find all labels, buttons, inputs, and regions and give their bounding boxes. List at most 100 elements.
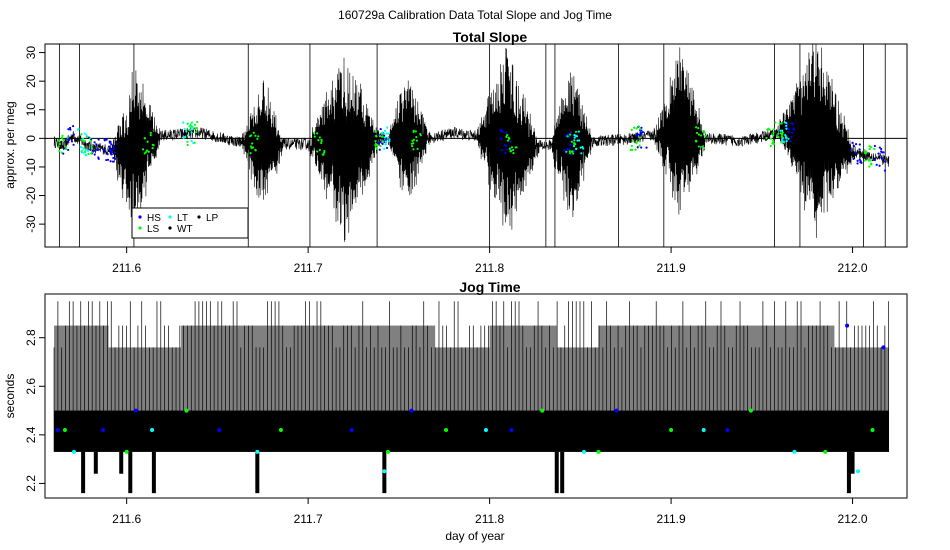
total-slope-point-ls <box>256 137 259 140</box>
total-slope-point-lt <box>82 138 85 141</box>
total-slope-point-ls <box>58 142 61 146</box>
total-slope-point-ls <box>569 133 572 136</box>
total-slope-point-cluster-ls <box>765 121 777 148</box>
total-slope-point-lt <box>84 149 87 152</box>
total-slope-point-hs <box>880 156 883 159</box>
total-slope-point-ls <box>250 146 253 149</box>
jog-time-point-ls <box>62 428 67 432</box>
total-slope-point-hs <box>93 141 96 144</box>
legend-label-lp: LP <box>206 213 219 224</box>
total-slope-point-ls <box>320 141 323 145</box>
total-slope-point-ls <box>635 127 638 130</box>
total-slope-y-tick-label: -30 <box>24 215 38 233</box>
total-slope-point-ls <box>80 133 83 136</box>
total-slope-point-hs <box>792 127 795 130</box>
jog-time-x-tick-label: 212.0 <box>838 512 868 526</box>
total-slope-point-hs <box>115 142 118 145</box>
total-slope-point-ls <box>508 137 511 140</box>
total-slope-point-ls <box>509 150 512 153</box>
total-slope-point-hs <box>72 143 75 146</box>
total-slope-point-hs <box>69 128 72 131</box>
total-slope-point-ls <box>565 150 568 153</box>
total-slope-point-ls <box>630 144 633 147</box>
total-slope-point-hs <box>103 138 106 141</box>
total-slope-point-cluster-hs <box>783 122 795 143</box>
total-slope-point-ls <box>637 125 641 128</box>
total-slope-point-lt <box>80 146 83 149</box>
jog-time-x-tick-label: 211.8 <box>475 512 504 526</box>
jog-time-point-ls <box>184 408 189 413</box>
total-slope-point-lt <box>82 148 85 151</box>
total-slope-y-tick-label: -20 <box>24 187 38 205</box>
total-slope-point-ls <box>143 137 147 140</box>
jog-time-y-label: seconds <box>3 374 17 419</box>
total-slope-y-tick-label: 30 <box>24 46 38 60</box>
jog-time-x-label: day of year <box>445 529 504 543</box>
total-slope-point-lt <box>190 139 193 143</box>
total-slope-point-lt <box>76 128 80 131</box>
legend-box <box>131 207 249 239</box>
total-slope-point-lt <box>385 132 389 135</box>
total-slope-point-lt <box>785 127 788 130</box>
total-slope-point-hs <box>878 146 881 149</box>
jog-time-x-tick-label: 211.7 <box>294 512 323 526</box>
total-slope-point-hs <box>89 148 92 151</box>
total-slope-point-hs <box>787 128 790 131</box>
total-slope-point-ls <box>151 147 154 150</box>
total-slope-point-ls <box>188 128 191 132</box>
total-slope-point-ls <box>375 135 378 138</box>
total-slope-point-lt <box>787 137 790 140</box>
total-slope-point-hs <box>877 152 880 155</box>
total-slope-point-cluster-hs <box>849 141 863 165</box>
total-slope-point-ls <box>186 122 189 125</box>
total-slope-point-ls <box>90 152 93 155</box>
total-slope-point-lt <box>578 139 581 142</box>
jog-time-point-hs <box>101 428 106 432</box>
total-slope-point-lt <box>577 130 580 133</box>
total-slope-point-hs <box>72 133 75 136</box>
total-slope-point-hs <box>509 140 512 143</box>
legend-marker-hs <box>138 215 142 219</box>
total-slope-point-ls <box>249 152 252 155</box>
total-slope-point-ls <box>415 136 418 139</box>
total-slope-point-ls <box>411 145 414 148</box>
total-slope-point-ls <box>508 147 511 150</box>
total-slope-point-lt <box>580 152 583 155</box>
total-slope-point-ls <box>873 147 876 151</box>
total-slope-point-lt <box>86 149 90 153</box>
jog-time-y-axis: 2.8 2.6 2.4 2.2 <box>24 329 45 492</box>
jog-time-plot-area <box>53 301 890 494</box>
total-slope-point-ls <box>638 128 642 131</box>
total-slope-point-ls <box>781 133 784 136</box>
jog-time-point-ls <box>124 449 129 454</box>
total-slope-point-hs <box>67 128 70 131</box>
total-slope-point-hs <box>873 158 876 162</box>
total-slope-point-hs <box>385 146 389 150</box>
total-slope-point-ls <box>57 145 60 148</box>
total-slope-point-ls <box>419 132 422 136</box>
total-slope-point-ls <box>572 152 575 155</box>
total-slope-point-hs <box>858 143 861 146</box>
total-slope-point-ls <box>149 131 152 135</box>
total-slope-point-cluster-lt <box>381 126 391 150</box>
total-slope-point-ls <box>704 135 707 138</box>
jog-time-point-lt <box>382 469 387 474</box>
total-slope-point-ls <box>772 131 775 134</box>
total-slope-point-cluster-lt <box>779 121 790 143</box>
total-slope-point-cluster-ls <box>249 131 260 155</box>
legend-marker-ls <box>138 226 142 230</box>
jog-time-y-tick-label: 2.6 <box>24 378 38 395</box>
total-slope-point-ls <box>870 162 873 165</box>
total-slope-point-hs <box>858 148 861 151</box>
total-slope-point-lt <box>183 127 186 131</box>
jog-time-low-spike <box>850 451 855 474</box>
total-slope-point-lt <box>579 146 582 149</box>
total-slope-point-ls <box>375 147 378 150</box>
jog-time-low-spike <box>255 451 260 494</box>
total-slope-point-ls <box>868 148 871 151</box>
total-slope-point-ls <box>777 132 780 135</box>
total-slope-point-ls <box>512 151 515 155</box>
total-slope-point-ls <box>772 134 775 137</box>
total-slope-point-hs <box>639 131 642 134</box>
